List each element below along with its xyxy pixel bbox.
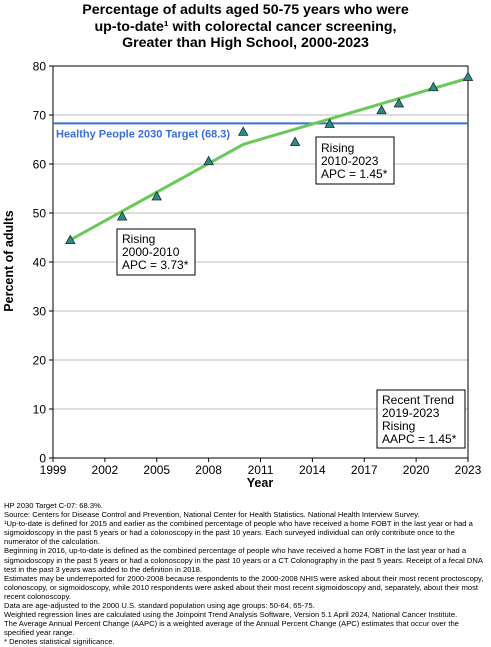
annotation-2010-2023-line-3: APC = 1.45* [321,167,388,181]
x-axis-title: Year [247,476,274,490]
x-tick-label: 2023 [455,463,482,477]
y-tick-label: 50 [33,207,47,221]
y-tick-label: 80 [33,60,47,74]
annotation-2000-2010-line-2: 2000-2010 [122,245,180,259]
footnote-source: Source: Centers for Disease Control and … [4,510,420,520]
y-tick-label: 60 [33,158,47,172]
annotation-recent-line-2: 2019-2023 [382,406,440,420]
x-tick-label: 2020 [403,463,430,477]
annotation-box-2010-2023-frame [315,136,395,185]
x-tick-label: 2005 [143,463,170,477]
annotation-2010-2023-line-1: Rising [321,141,354,155]
chart-title-line-3: Greater than High School, 2000-2023 [122,35,369,51]
annotation-box-recent-trend-frame [376,389,466,449]
data-point-marker [324,118,335,128]
annotation-2000-2010-line-1: Rising [122,232,155,246]
target-line-group: Healthy People 2030 Target (68.3) [53,122,468,140]
y-tick-label: 40 [33,256,47,270]
data-point-marker [376,104,387,115]
data-point-marker [151,190,163,201]
x-tick-label: 2017 [351,463,378,477]
chart-title-line-2: up-to-date¹ with colorectal cancer scree… [94,18,397,35]
gridlines [53,114,468,410]
annotation-box-2000-2010-frame [116,228,196,276]
annotation-recent-line-4: AAPC = 1.45* [382,432,457,446]
data-point-marker [237,126,249,136]
footnote-age-adjusted: Data are age-adjusted to the 2000 U.S. s… [4,601,315,611]
line-chart: Healthy People 2030 Target (68.3) 0 10 20 3… [2,60,482,491]
data-point-marker [462,71,474,81]
data-point-marker [203,155,214,166]
data-point-marker [65,234,76,245]
chart-title-line-1: Percentage of adults aged 50-75 years wh… [82,2,409,18]
target-label: Healthy People 2030 Target (68.3) [56,128,230,140]
x-tick-label: 2014 [299,463,326,477]
y-tick-label: 30 [33,305,47,319]
data-point-marker [393,97,405,108]
footnote-hp-target: HP 2030 Target C-07: 68.3%. [4,501,103,510]
y-axis-title: Percent of adults [2,210,16,311]
y-tick-label: 10 [33,403,47,417]
y-tick-label: 70 [33,109,47,123]
observed-markers [65,71,474,245]
y-tick-label: 0 [39,452,46,466]
annotation-recent-line-1: Recent Trend [382,393,454,407]
data-point-marker [289,136,301,147]
footnote-definition-2015: ¹Up-to-date is defined for 2015 and earl… [4,519,473,547]
footnote-underreport: Estimates may be underreported for 2000-… [4,573,484,601]
data-point-marker [428,81,439,92]
x-tick-label: 2002 [92,463,119,477]
y-tick-label: 20 [33,354,47,368]
x-axis-ticks: 1999 2002 2005 2008 2011 2014 2017 2020 2023 [40,458,482,477]
trend-line [69,76,469,242]
annotation-box-2010-2023: Rising 2010-2023 APC = 1.45* [315,136,395,185]
annotation-2000-2010-line-3: APC = 3.73* [122,258,189,272]
annotation-recent-line-3: Rising [382,419,415,433]
footnotes: HP 2030 Target C-07: 68.3%. Source: Cent… [4,501,488,647]
footnote-significance: * Denotes statistical significance. [4,637,115,647]
x-tick-label: 2008 [195,463,222,477]
y-axis-ticks: 0 10 20 30 40 50 60 70 80 [33,60,53,466]
footnote-aapc: The Average Annual Percent Change (AAPC)… [4,619,459,638]
annotation-box-recent-trend: Recent Trend 2019-2023 Rising AAPC = 1.4… [376,389,466,449]
x-tick-label: 2011 [248,463,274,477]
footnote-joinpoint: Weighted regression lines are calculated… [4,610,458,620]
annotation-2010-2023-line-2: 2010-2023 [321,154,379,168]
data-point-marker [116,211,128,221]
x-tick-label: 1999 [40,463,67,477]
chart-title: Percentage of adults aged 50-75 years wh… [0,2,491,52]
footnote-definition-2016: Beginning in 2016, up-to-date is defined… [4,546,483,574]
annotation-box-2000-2010: Rising 2000-2010 APC = 3.73* [116,228,196,276]
